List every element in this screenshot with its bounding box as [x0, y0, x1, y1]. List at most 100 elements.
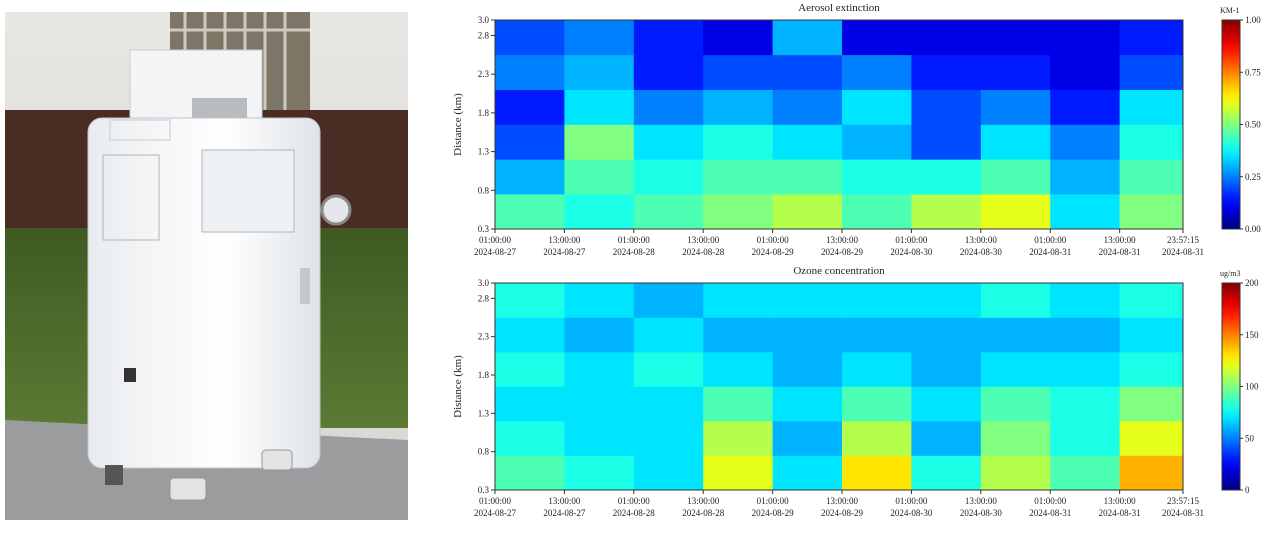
x-tick-label: 13:00:00: [965, 235, 998, 245]
y-tick-label: 2.8: [478, 293, 490, 303]
heat-cell: [564, 455, 635, 491]
heat-cell: [911, 421, 982, 456]
heat-cell: [980, 283, 1051, 318]
heat-cell: [495, 352, 565, 387]
y-tick-label: 2.8: [478, 30, 490, 40]
heat-cell: [1119, 386, 1184, 422]
colorbar-tick-label: 50: [1245, 433, 1255, 443]
colorbar: [1221, 19, 1241, 230]
colorbar-label: KM-1: [1220, 6, 1240, 15]
photo: [5, 12, 408, 520]
heat-cell: [633, 421, 704, 456]
heat-cell: [842, 317, 912, 353]
y-tick-label: 1.3: [478, 147, 490, 157]
heat-cell: [772, 124, 843, 160]
heat-cell: [842, 194, 912, 230]
y-tick-label: 0.8: [478, 447, 490, 457]
heat-cell: [703, 386, 773, 422]
heat-cell: [564, 20, 635, 56]
heat-cell: [633, 194, 704, 230]
x-tick-label: 2024-08-30: [890, 247, 932, 257]
heat-cell: [911, 352, 982, 387]
heat-cell: [564, 194, 635, 230]
x-tick-label: 2024-08-29: [752, 508, 794, 518]
heat-cell: [703, 20, 773, 56]
heat-cell: [911, 194, 982, 230]
colorbar-tick-label: 0.25: [1245, 172, 1261, 182]
heat-cell: [703, 421, 773, 456]
heat-cell: [1050, 283, 1120, 318]
plot-frame: [494, 282, 1184, 491]
x-tick-label: 13:00:00: [826, 496, 859, 506]
x-tick-label: 2024-08-31: [1162, 247, 1204, 257]
x-tick-label: 13:00:00: [965, 496, 998, 506]
y-tick-label: 3.0: [478, 278, 490, 288]
heat-cell: [980, 54, 1051, 90]
heat-cell: [703, 89, 773, 125]
y-axis-label: Distance (km): [452, 355, 464, 418]
heat-cell: [842, 159, 912, 195]
heat-cell: [564, 421, 635, 456]
heat-cell: [1050, 386, 1120, 422]
heat-cell: [1050, 20, 1120, 56]
heat-cell: [1119, 421, 1184, 456]
x-tick-label: 2024-08-29: [752, 247, 794, 257]
y-axis-label: Distance (km): [452, 93, 464, 156]
heat-cell: [911, 124, 982, 160]
y-tick-label: 0.8: [478, 185, 490, 195]
heat-cell: [842, 54, 912, 90]
colorbar-tick-label: 200: [1245, 278, 1259, 288]
colorbar-tick-label: 0.75: [1245, 67, 1261, 77]
x-tick-label: 01:00:00: [1034, 235, 1067, 245]
heat-cell: [842, 20, 912, 56]
heat-cell: [633, 54, 704, 90]
heat-cell: [1119, 20, 1184, 56]
heat-cell: [772, 194, 843, 230]
colorbar: [1221, 282, 1241, 491]
y-tick-label: 0.3: [478, 224, 490, 234]
heat-cell: [564, 124, 635, 160]
heat-cell: [1050, 89, 1120, 125]
heat-cell: [980, 455, 1051, 491]
heat-cell: [842, 386, 912, 422]
heat-cell: [842, 352, 912, 387]
heat-cell: [633, 283, 704, 318]
heat-cell: [633, 89, 704, 125]
plot-frame: [494, 19, 1184, 230]
x-tick-label: 13:00:00: [687, 496, 720, 506]
x-tick-label: 2024-08-31: [1029, 508, 1071, 518]
heat-cell: [980, 159, 1051, 195]
colorbar-label: ug/m3: [1220, 269, 1240, 278]
y-tick-label: 1.8: [478, 108, 490, 118]
colorbar-tick-label: 0.50: [1245, 120, 1261, 130]
y-tick-label: 1.8: [478, 370, 490, 380]
heat-cell: [772, 159, 843, 195]
heat-cell: [980, 317, 1051, 353]
heat-cell: [980, 421, 1051, 456]
heat-cell: [1119, 283, 1184, 318]
heat-cell: [703, 54, 773, 90]
heat-cell: [1050, 194, 1120, 230]
heat-cell: [633, 124, 704, 160]
heat-cell: [772, 54, 843, 90]
x-tick-label: 23:57:15: [1167, 496, 1200, 506]
heat-cell: [842, 124, 912, 160]
heat-cell: [703, 455, 773, 491]
heat-cell: [633, 20, 704, 56]
heat-cell: [1119, 455, 1184, 491]
heat-cell: [703, 194, 773, 230]
x-tick-label: 2024-08-30: [960, 247, 1002, 257]
heat-cell: [980, 194, 1051, 230]
heat-cell: [980, 124, 1051, 160]
heat-cell: [495, 194, 565, 230]
heat-cell: [495, 317, 565, 353]
x-tick-label: 13:00:00: [1104, 235, 1137, 245]
heat-cell: [1050, 54, 1120, 90]
colorbar-tick-label: 150: [1245, 330, 1259, 340]
x-tick-label: 23:57:15: [1167, 235, 1200, 245]
heat-cell: [633, 455, 704, 491]
x-tick-label: 2024-08-27: [543, 247, 585, 257]
heat-cell: [495, 54, 565, 90]
